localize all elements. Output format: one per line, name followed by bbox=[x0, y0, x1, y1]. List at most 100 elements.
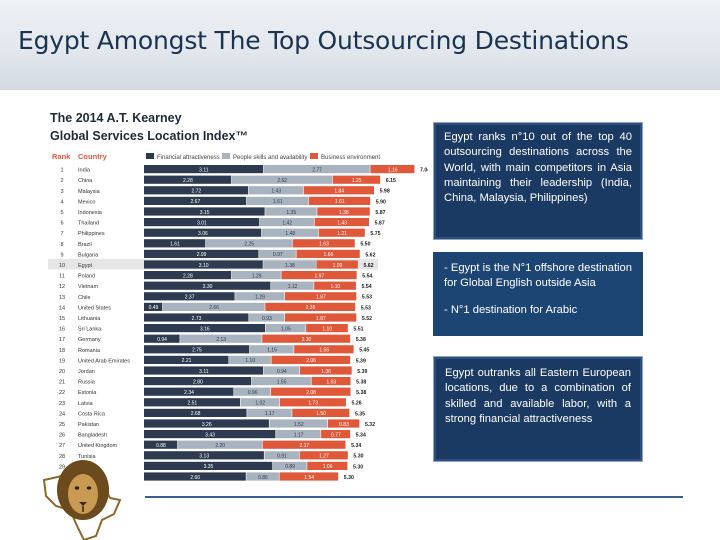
bar-value-label: 2.62 bbox=[277, 178, 287, 184]
bar-segment bbox=[144, 324, 266, 333]
country-label: United Arab Emirates bbox=[78, 358, 130, 364]
chart-row: 3 Malaysia 2.72 1.43 1.84 5.98 bbox=[60, 186, 390, 195]
bar-value-label: 2.25 bbox=[244, 242, 254, 248]
bar-segment bbox=[144, 175, 232, 184]
bar-segment bbox=[321, 430, 351, 439]
bar-value-label: 2.66 bbox=[209, 305, 219, 311]
bar-value-label: 1.12 bbox=[288, 284, 298, 290]
bar-segment bbox=[284, 292, 357, 301]
bar-value-label: 0.94 bbox=[157, 337, 167, 343]
legend-label: Financial attractiveness bbox=[157, 155, 220, 161]
country-label: Russia bbox=[78, 380, 96, 386]
bar-value-label: 0.97 bbox=[273, 252, 283, 258]
bar-segment bbox=[271, 281, 314, 290]
bar-value-label: 3.13 bbox=[199, 454, 209, 460]
chart-row: 18 Romania 2.75 1.15 1.56 5.45 bbox=[59, 345, 369, 354]
bar-segment bbox=[144, 461, 273, 470]
bar-value-label: 2.67 bbox=[191, 199, 201, 205]
rank-label: 21 bbox=[59, 380, 65, 386]
total-score-label: 5.75 bbox=[370, 231, 380, 237]
bar-value-label: 2.28 bbox=[183, 273, 193, 279]
bar-value-label: 1.56 bbox=[319, 348, 329, 354]
country-label: Thailand bbox=[78, 221, 99, 227]
country-label: Tunisia bbox=[78, 454, 96, 460]
chart-row: 5 Indonesia 3.15 1.35 1.38 5.87 bbox=[60, 207, 386, 216]
bar-segment bbox=[296, 249, 360, 258]
bar-value-label: 1.21 bbox=[337, 231, 347, 237]
slide-title: Egypt Amongst The Top Outsourcing Destin… bbox=[18, 26, 629, 55]
chart-row: 9 Bulgaria 2.99 0.97 1.66 5.62 bbox=[60, 249, 376, 258]
chart-row: 2 China 2.28 2.62 1.25 6.15 bbox=[60, 175, 396, 184]
rank-label: 18 bbox=[59, 348, 65, 354]
total-score-label: 5.87 bbox=[375, 221, 385, 227]
country-label: Sri Lanka bbox=[78, 327, 102, 333]
rank-label: 28 bbox=[59, 454, 65, 460]
bar-segment bbox=[265, 324, 306, 333]
country-label: Chile bbox=[78, 295, 91, 301]
bar-value-label: 1.29 bbox=[255, 295, 265, 301]
bar-segment bbox=[144, 281, 271, 290]
bar-segment bbox=[262, 440, 346, 449]
total-score-label: 5.30 bbox=[353, 464, 363, 470]
total-score-label: 5.53 bbox=[362, 295, 372, 301]
bar-segment bbox=[299, 366, 352, 375]
rank-label: 7 bbox=[60, 231, 63, 237]
country-label: Mexico bbox=[78, 199, 95, 205]
total-score-label: 5.50 bbox=[360, 242, 370, 248]
bar-segment bbox=[144, 398, 241, 407]
callout-english: - Egypt is the N°1 offshore destination … bbox=[444, 262, 632, 290]
chart-row: 10 Egypt 3.10 1.38 1.09 5.62 bbox=[48, 258, 378, 270]
bar-value-label: 1.43 bbox=[271, 189, 281, 195]
bar-value-label: 0.88 bbox=[156, 443, 166, 449]
bar-value-label: 3.30 bbox=[203, 284, 213, 290]
total-score-label: 5.54 bbox=[362, 284, 372, 290]
country-label: Romania bbox=[78, 348, 101, 354]
bar-segment bbox=[261, 228, 319, 237]
gsli-chart: The 2014 A.T. Kearney Global Services Lo… bbox=[48, 111, 430, 481]
bar-value-label: 1.27 bbox=[319, 454, 329, 460]
total-score-label: 5.35 bbox=[355, 411, 365, 417]
country-label: Malaysia bbox=[78, 189, 101, 195]
bar-value-label: 1.05 bbox=[281, 326, 291, 332]
total-score-label: 5.34 bbox=[351, 443, 361, 449]
bar-value-label: 1.03 bbox=[326, 379, 336, 385]
bar-segment bbox=[246, 472, 279, 481]
bar-segment bbox=[247, 408, 292, 417]
bar-value-label: 3.11 bbox=[199, 369, 209, 375]
bar-value-label: 2.08 bbox=[306, 390, 316, 396]
bar-segment bbox=[144, 302, 163, 311]
bar-segment bbox=[292, 408, 350, 417]
bar-segment bbox=[180, 334, 262, 343]
bar-value-label: 0.94 bbox=[277, 369, 287, 375]
bar-value-label: 2.75 bbox=[192, 348, 202, 354]
callout-ranking: Egypt ranks n°10 out of the top 40 outso… bbox=[433, 122, 643, 240]
bar-value-label: 1.17 bbox=[294, 432, 304, 438]
bar-segment bbox=[144, 271, 232, 280]
total-score-label: 5.52 bbox=[362, 316, 372, 322]
bar-value-label: 1.35 bbox=[286, 210, 296, 216]
bar-segment bbox=[249, 345, 294, 354]
rank-label: 26 bbox=[59, 433, 65, 439]
bar-value-label: 0.91 bbox=[277, 454, 287, 460]
total-score-label: 5.62 bbox=[363, 263, 373, 269]
bar-segment bbox=[311, 377, 351, 386]
bar-value-label: 3.16 bbox=[200, 326, 210, 332]
bar-segment bbox=[265, 302, 356, 311]
bar-segment bbox=[144, 239, 206, 248]
country-label: Latvia bbox=[78, 401, 94, 407]
total-score-label: 6.15 bbox=[386, 178, 396, 184]
chart-row: 25 Pakistan 3.26 1.52 0.83 5.32 bbox=[59, 419, 375, 428]
bar-segment bbox=[231, 175, 333, 184]
bar-value-label: 1.29 bbox=[252, 273, 262, 279]
bar-value-label: 1.15 bbox=[267, 348, 277, 354]
bar-segment bbox=[263, 260, 316, 269]
bar-segment bbox=[314, 218, 370, 227]
bar-segment bbox=[144, 218, 260, 227]
total-score-label: 5.87 bbox=[375, 210, 385, 216]
total-score-label: 5.26 bbox=[352, 401, 362, 407]
bar-value-label: 3.35 bbox=[204, 464, 214, 470]
bar-value-label: 1.87 bbox=[316, 316, 326, 322]
chart-row: 1 India 3.11 2.77 1.16 7.04 bbox=[60, 165, 430, 174]
chart-row: 28 Tunisia 3.13 0.91 1.27 5.30 bbox=[59, 451, 364, 460]
bar-value-label: 2.13 bbox=[216, 337, 226, 343]
